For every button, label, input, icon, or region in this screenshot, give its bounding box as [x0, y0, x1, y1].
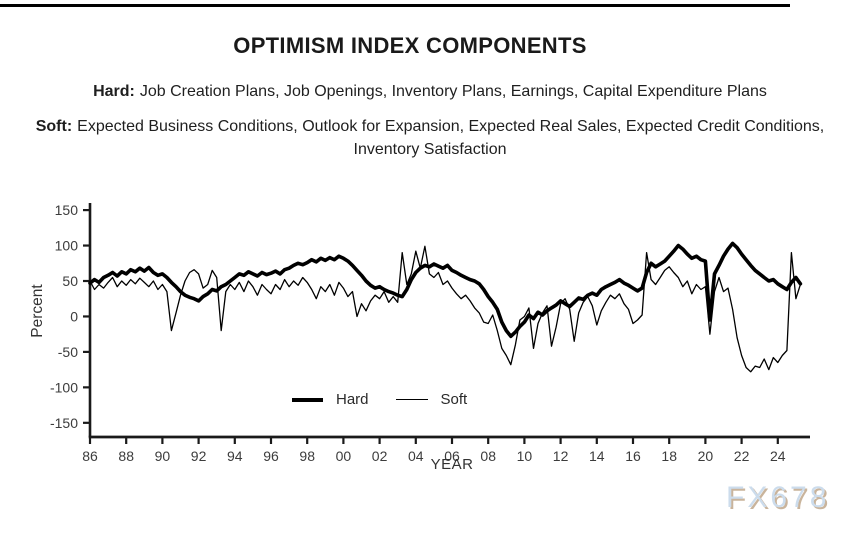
- y-tick-label: -150: [50, 415, 78, 431]
- y-tick-label: 0: [70, 308, 78, 324]
- x-tick-label: 12: [553, 448, 569, 464]
- hard-line-sample: [292, 397, 323, 402]
- x-tick-label: 10: [517, 448, 533, 464]
- legend-label-hard: Hard: [336, 391, 369, 408]
- series-line-soft: [89, 245, 802, 373]
- series-line-hard: [88, 241, 803, 339]
- soft-label: Soft:: [35, 118, 73, 135]
- x-tick-label: 14: [589, 448, 605, 464]
- x-tick-label: 08: [480, 448, 496, 464]
- x-axis-title: YEAR: [430, 456, 474, 473]
- y-axis-title: Percent: [29, 284, 46, 338]
- soft-components-description: Soft: Expected Business Conditions, Outlo…: [0, 115, 860, 161]
- hard-components-description: Hard: Job Creation Plans, Job Openings, I…: [0, 80, 860, 103]
- x-tick-label: 22: [734, 448, 750, 464]
- x-tick-label: 04: [408, 448, 424, 464]
- x-tick-label: 90: [155, 448, 171, 464]
- x-tick-label: 06: [444, 448, 460, 464]
- x-tick-label: 18: [661, 448, 677, 464]
- y-tick-label: -100: [50, 379, 78, 395]
- x-tick-label: 92: [191, 448, 207, 464]
- x-tick-label: 20: [698, 448, 714, 464]
- x-tick-label: 88: [118, 448, 134, 464]
- y-tick-label: 100: [55, 238, 79, 254]
- x-tick-label: 94: [227, 448, 243, 464]
- x-tick-label: 86: [82, 448, 98, 464]
- soft-text: Expected Business Conditions, Outlook fo…: [77, 118, 825, 158]
- y-tick-label: 150: [55, 202, 79, 218]
- hard-label: Hard:: [93, 83, 135, 100]
- page-title: OPTIMISM INDEX COMPONENTS: [233, 33, 587, 58]
- chart-legend: Hard Soft: [292, 391, 481, 408]
- x-tick-label: 00: [336, 448, 352, 464]
- legend-label-soft: Soft: [440, 391, 468, 408]
- hard-text: Job Creation Plans, Job Openings, Invent…: [139, 83, 767, 100]
- x-tick-label: 24: [770, 448, 786, 464]
- x-tick-label: 96: [263, 448, 279, 464]
- y-tick-label: -50: [58, 344, 78, 360]
- top-border-rule: [0, 4, 790, 7]
- x-tick-label: 98: [299, 448, 315, 464]
- y-tick-label: 50: [62, 273, 78, 289]
- x-tick-label: 16: [625, 448, 641, 464]
- x-tick-label: 02: [372, 448, 388, 464]
- fx678-watermark: FX678: [726, 481, 830, 514]
- soft-line-sample: [395, 398, 428, 401]
